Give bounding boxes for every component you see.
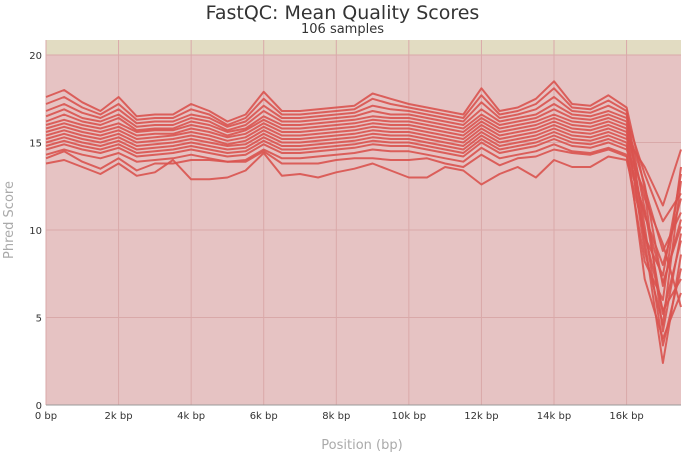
y-tick-label: 20 xyxy=(29,51,42,62)
x-tick-label: 0 bp xyxy=(35,411,57,422)
y-tick-label: 5 xyxy=(36,314,42,325)
y-tick-label: 0 xyxy=(36,401,42,412)
y-tick-label: 10 xyxy=(29,226,42,237)
x-tick-label: 6k bp xyxy=(250,411,278,422)
y-tick-label: 15 xyxy=(29,139,42,150)
x-tick-label: 12k bp xyxy=(464,411,498,422)
series-line-4 xyxy=(45,108,682,347)
series-line-9 xyxy=(45,127,682,207)
series-line-12 xyxy=(45,138,682,333)
series-line-1 xyxy=(45,87,682,277)
series-lines xyxy=(45,80,682,364)
x-tick-label: 2k bp xyxy=(105,411,133,422)
x-tick-label: 14k bp xyxy=(537,411,571,422)
series-line-8 xyxy=(45,124,682,364)
chart-title: FastQC: Mean Quality Scores xyxy=(205,2,480,24)
x-tick-label: 10k bp xyxy=(392,411,426,422)
series-line-10 xyxy=(45,131,682,340)
series-line-0 xyxy=(45,80,682,252)
axes: 0 5 10 15 20 0 bp 2k bp 4k bp 6k bp 8k bp 10k bp 12… xyxy=(29,51,681,422)
x-tick-label: 16k bp xyxy=(609,411,643,422)
series-line-15 xyxy=(45,152,682,312)
x-axis-title: Position (bp) xyxy=(321,438,402,453)
series-line-13 xyxy=(45,143,682,301)
quality-band-1 xyxy=(46,40,681,55)
series-line-14 xyxy=(45,148,682,284)
y-axis-title: Phred Score xyxy=(2,181,17,259)
quality-bands xyxy=(46,40,681,405)
series-line-6 xyxy=(45,117,682,326)
chart-subtitle: 106 samples xyxy=(301,22,384,37)
series-line-5 xyxy=(45,113,682,287)
x-tick-label: 4k bp xyxy=(177,411,205,422)
x-tick-label: 8k bp xyxy=(322,411,350,422)
series-line-2 xyxy=(45,96,682,315)
series-line-11 xyxy=(45,134,682,266)
series-line-3 xyxy=(45,103,682,223)
series-line-7 xyxy=(45,120,682,308)
